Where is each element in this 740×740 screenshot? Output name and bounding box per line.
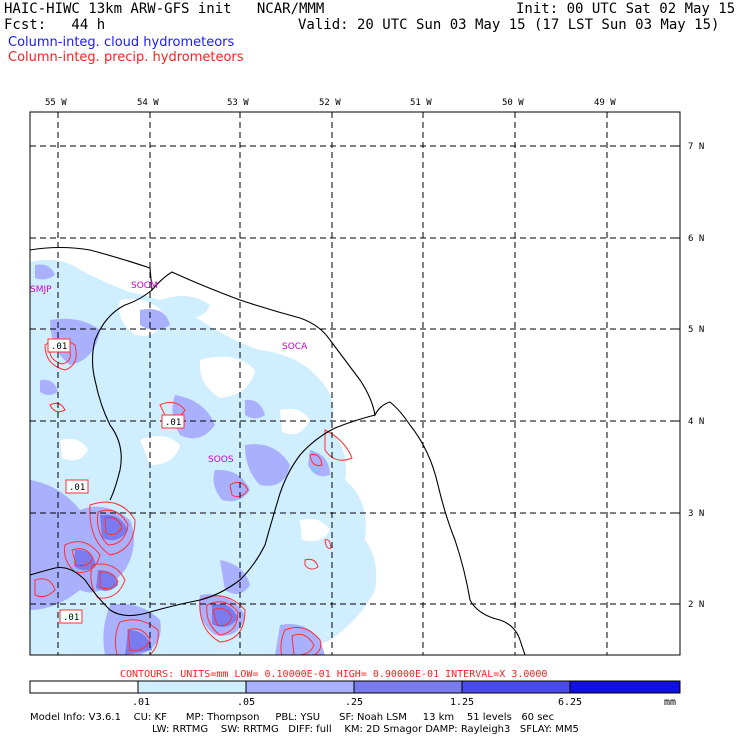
valid-time: Valid: 20 UTC Sun 03 May 15 (17 LST Sun … [298, 17, 720, 33]
lat-label: 7 N [688, 142, 704, 152]
colorbar-bin [137, 680, 247, 694]
footer-model-info: Model Info: V3.6.1 CU: KF MP: Thompson P… [30, 712, 555, 723]
forecast-hour: Fcst: 44 h [4, 17, 106, 33]
contour-info: CONTOURS: UNITS=mm LOW= 0.10000E-01 HIGH… [120, 669, 547, 680]
colorbar-units: mm [664, 697, 676, 708]
lon-label: 49 W [594, 98, 616, 108]
colorbar-tick: .25 [345, 697, 363, 708]
lat-label: 2 N [688, 600, 704, 610]
colorbar-tick: 6.25 [558, 697, 582, 708]
contour-label: .01 [63, 613, 79, 623]
legend-cloud-hydrometeors: Column-integ. cloud hydrometeors [8, 35, 235, 50]
station-label-soos: SOOS [208, 455, 234, 465]
lon-label: 55 W [45, 98, 67, 108]
lon-label: 53 W [227, 98, 249, 108]
station-labels: SMJP SOCM SOCA SOOS [30, 281, 308, 465]
colorbar-tick: 1.25 [450, 697, 474, 708]
lat-label: 3 N [688, 509, 704, 519]
tick-marks [57, 112, 680, 605]
colorbar: .01 .05 .25 1.25 6.25 mm [29, 680, 681, 708]
legend-precip-hydrometeors: Column-integ. precip. hydrometeors [8, 50, 244, 65]
colorbar-bin [569, 680, 681, 694]
station-label-smjp: SMJP [30, 285, 52, 295]
colorbar-tick: .01 [132, 697, 150, 708]
lon-label: 54 W [137, 98, 159, 108]
colorbar-tick: .05 [237, 697, 255, 708]
lon-label: 52 W [319, 98, 341, 108]
lat-label: 6 N [688, 234, 704, 244]
colorbar-bin [461, 680, 571, 694]
station-label-socm: SOCM [131, 281, 158, 291]
colorbar-bin [353, 680, 463, 694]
footer-physics-info: LW: RRTMG SW: RRTMG DIFF: full KM: 2D Sm… [152, 724, 579, 735]
colorbar-bin [29, 680, 139, 694]
contour-label: .01 [69, 483, 85, 493]
lat-label: 4 N [688, 417, 704, 427]
contour-label: .01 [165, 418, 181, 428]
colorbar-bin [245, 680, 355, 694]
latitude-labels: 7 N 6 N 5 N 4 N 3 N 2 N [688, 142, 704, 610]
longitude-labels: 55 W 54 W 53 W 52 W 51 W 50 W 49 W [45, 98, 616, 108]
contour-label: .01 [51, 342, 67, 352]
lat-lon-grid [30, 112, 680, 655]
lon-label: 51 W [410, 98, 432, 108]
init-time: Init: 00 UTC Sat 02 May 15 [516, 1, 736, 17]
lat-label: 5 N [688, 325, 704, 335]
contour-value-labels: .01 .01 .01 .01 [47, 338, 185, 624]
station-label-soca: SOCA [282, 342, 308, 352]
model-title: HAIC-HIWC 13km ARW-GFS init NCAR/MMM [4, 1, 325, 17]
cloud-hydrometeor-shading [30, 259, 377, 655]
lon-label: 50 W [502, 98, 524, 108]
plot-frame [29, 111, 681, 656]
coastline-borders [30, 246, 526, 655]
